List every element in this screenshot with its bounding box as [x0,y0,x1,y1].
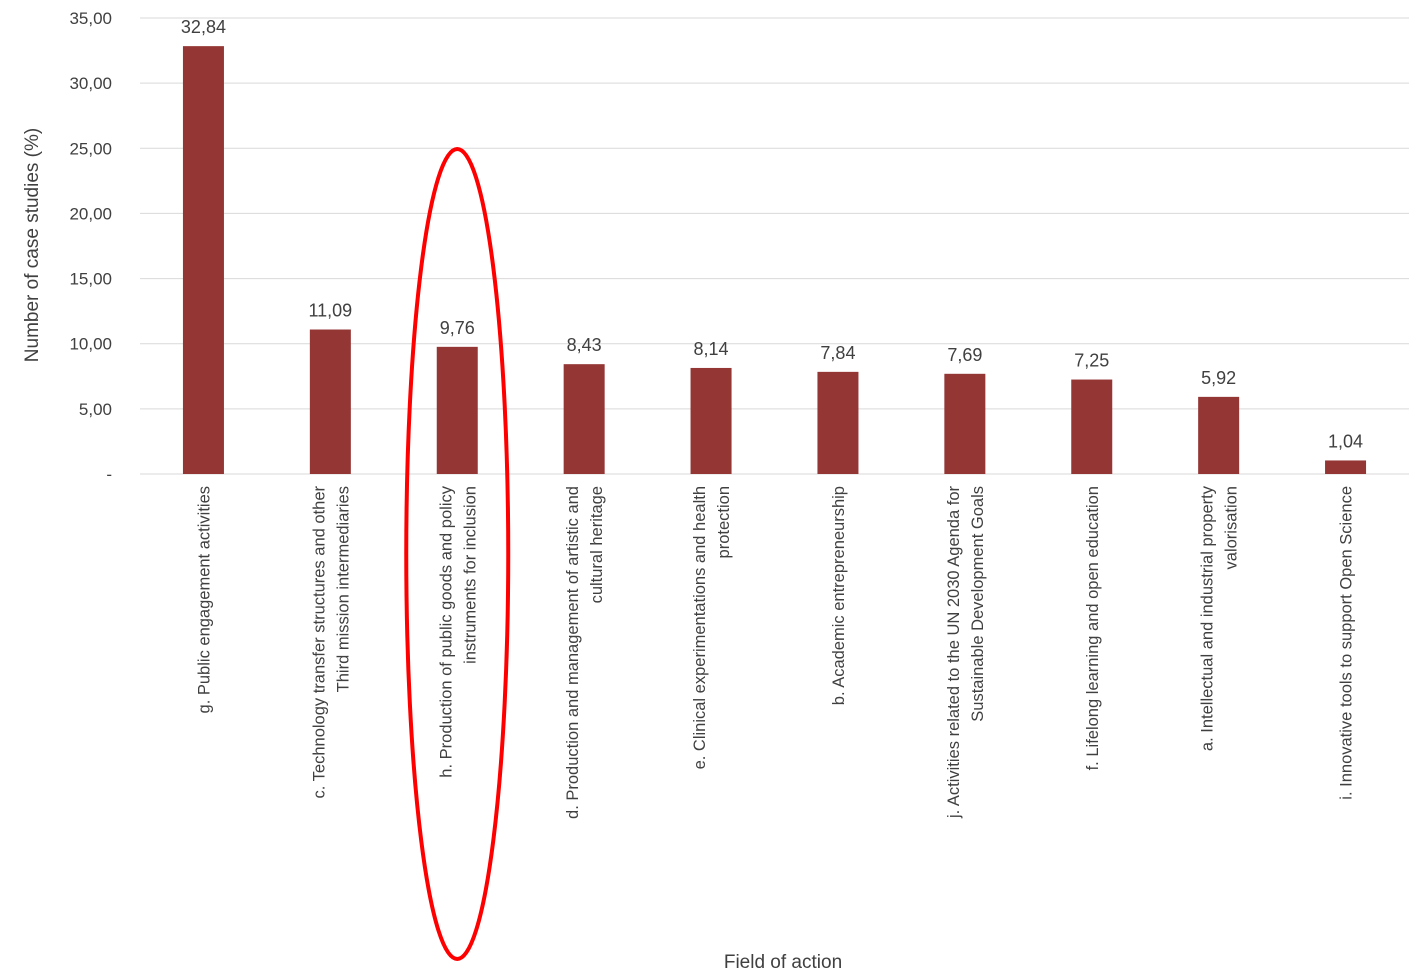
y-axis-ticks: - 5,00 10,00 15,00 20,00 25,00 30,00 35,00 [69,9,112,484]
category-label: e. Clinical experimentations and health [691,486,709,769]
y-tick-label: 30,00 [69,74,112,93]
y-tick-label: 5,00 [79,400,112,419]
data-label: 9,76 [440,318,475,338]
bars [182,46,1367,474]
category-label: d. Production and management of artistic… [564,486,582,819]
gridlines [140,17,1409,475]
data-label: 5,92 [1201,368,1236,388]
highlight-ellipse [404,147,511,961]
y-axis-title: Number of case studies (%) [22,128,43,362]
category-label: protection [715,486,733,558]
bar [309,329,351,474]
highlight-layer [404,147,511,961]
category-label: instruments for inclusion [461,486,479,664]
category-label: Sustainable Development Goals [969,486,987,722]
bar [690,367,732,474]
category-label: i. Innovative tools to support Open Scie… [1338,486,1356,800]
category-label: j. Activities related to the UN 2030 Age… [945,485,963,819]
bar [1325,460,1367,474]
category-label: valorisation [1223,486,1241,569]
category-label: c. Technology transfer structures and ot… [310,486,328,799]
data-label: 7,84 [820,343,855,363]
bar [944,373,986,474]
category-labels: g. Public engagement activities c. Techno… [195,485,1355,819]
category-label: h. Production of public goods and policy [437,485,455,777]
data-label: 32,84 [181,17,226,37]
y-tick-label: 35,00 [69,9,112,28]
data-label: 1,04 [1328,431,1363,451]
bar [563,364,605,474]
data-label: 11,09 [308,301,352,321]
x-axis-title: Field of action [724,952,842,973]
category-label: f. Lifelong learning and open education [1084,486,1102,770]
category-label: cultural heritage [588,486,606,603]
category-label: Third mission intermediaries [334,486,352,692]
bar [1198,396,1240,474]
data-label: 8,14 [694,339,729,359]
data-label: 7,69 [947,345,982,365]
y-tick-label: 10,00 [69,335,112,354]
y-tick-label: 25,00 [69,139,112,158]
data-label: 7,25 [1074,351,1109,371]
bar [182,46,224,474]
bar [436,346,478,474]
data-labels: 32,84 11,09 9,76 8,43 8,14 7,84 7,69 7,25 5,92 1,… [181,17,1363,451]
bar [1071,379,1113,474]
data-label: 8,43 [567,335,602,355]
y-tick-label: 15,00 [69,270,112,289]
y-tick-label: - [106,465,112,484]
category-label: g. Public engagement activities [195,486,213,713]
category-label: b. Academic entrepreneurship [830,486,848,705]
y-tick-label: 20,00 [69,204,112,223]
category-label: a. Intellectual and industrial property [1199,485,1217,751]
bar [817,371,859,474]
